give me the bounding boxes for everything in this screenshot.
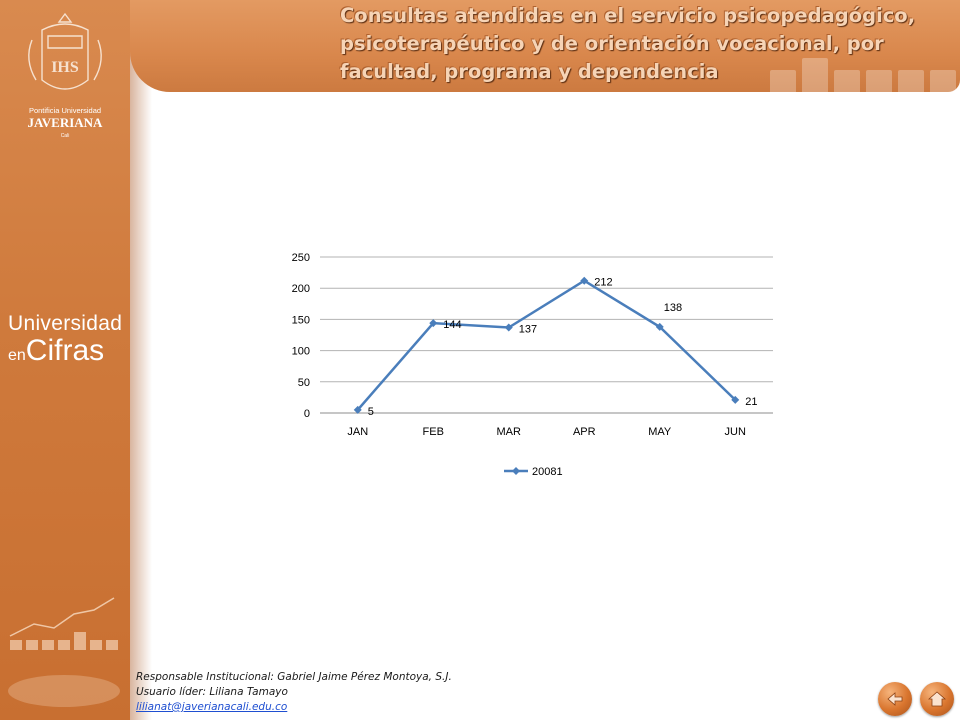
legend-label: 20081: [532, 466, 563, 478]
header-band: [130, 0, 960, 92]
javeriana-logo: IHS Pontificia Universidad JAVERIANA Cal…: [28, 12, 103, 139]
legend-swatch-marker: [512, 467, 520, 475]
y-axis-ticks: 0 50 100 150 200 250: [292, 252, 310, 420]
series-line-20081: [356, 279, 737, 411]
sidebar-shadow: [130, 0, 152, 720]
x-tick-label: JUN: [725, 426, 746, 438]
data-label: 144: [443, 319, 461, 331]
home-icon: [927, 691, 947, 707]
footer: Responsable Institucional: Gabriel Jaime…: [136, 670, 452, 715]
footer-email-link[interactable]: lilianat@javerianacali.edu.co: [136, 701, 288, 713]
y-tick-label: 50: [298, 377, 310, 389]
x-tick-label: APR: [573, 426, 596, 438]
y-tick-label: 100: [292, 346, 310, 358]
data-point: [504, 323, 513, 332]
growth-chart-decoration: [8, 597, 120, 707]
data-label: 21: [745, 396, 757, 408]
universidad-en-cifras-brand: Universidad enCifras: [8, 312, 128, 368]
brand-en: en: [8, 347, 26, 364]
footer-usuario-lider: Usuario líder: Liliana Tamayo: [136, 686, 288, 698]
svg-text:IHS: IHS: [51, 59, 79, 76]
home-button[interactable]: [920, 682, 954, 716]
x-tick-label: MAY: [648, 426, 672, 438]
sidebar: IHS Pontificia Universidad JAVERIANA Cal…: [0, 0, 130, 720]
data-points: [353, 276, 740, 414]
svg-text:Pontificia Universidad: Pontificia Universidad: [29, 106, 101, 115]
data-label: 212: [594, 277, 612, 289]
y-tick-label: 0: [304, 408, 310, 420]
y-tick-label: 150: [292, 314, 310, 326]
x-tick-label: MAR: [497, 426, 522, 438]
footer-responsable: Responsable Institucional: Gabriel Jaime…: [136, 671, 452, 683]
data-label: 138: [664, 302, 682, 314]
data-point: [731, 395, 740, 404]
x-tick-label: FEB: [423, 426, 444, 438]
line-chart: 0 50 100 150 200 250 JAN FEB MAR APR MAY JUN 5 144 1…: [292, 252, 773, 478]
x-tick-label: JAN: [347, 426, 368, 438]
gridlines: [320, 256, 773, 414]
data-point: [353, 405, 362, 414]
back-button[interactable]: [878, 682, 912, 716]
data-labels: 5 144 137 212 138 21: [368, 277, 758, 418]
y-tick-label: 200: [292, 283, 310, 295]
brand-cifras: Cifras: [25, 334, 105, 367]
y-tick-label: 250: [292, 252, 310, 264]
data-point: [580, 276, 589, 285]
svg-text:Cali: Cali: [61, 133, 70, 139]
x-axis-ticks: JAN FEB MAR APR MAY JUN: [347, 426, 746, 438]
brand-line-1: Universidad: [8, 312, 123, 335]
data-label: 137: [519, 324, 537, 336]
legend: 20081: [504, 466, 563, 478]
data-point: [429, 319, 438, 328]
page-title: Consultas atendidas en el servicio psico…: [340, 4, 916, 83]
svg-text:JAVERIANA: JAVERIANA: [28, 115, 103, 130]
back-arrow-icon: [887, 692, 903, 706]
data-label: 5: [368, 406, 374, 418]
data-point: [655, 322, 664, 331]
